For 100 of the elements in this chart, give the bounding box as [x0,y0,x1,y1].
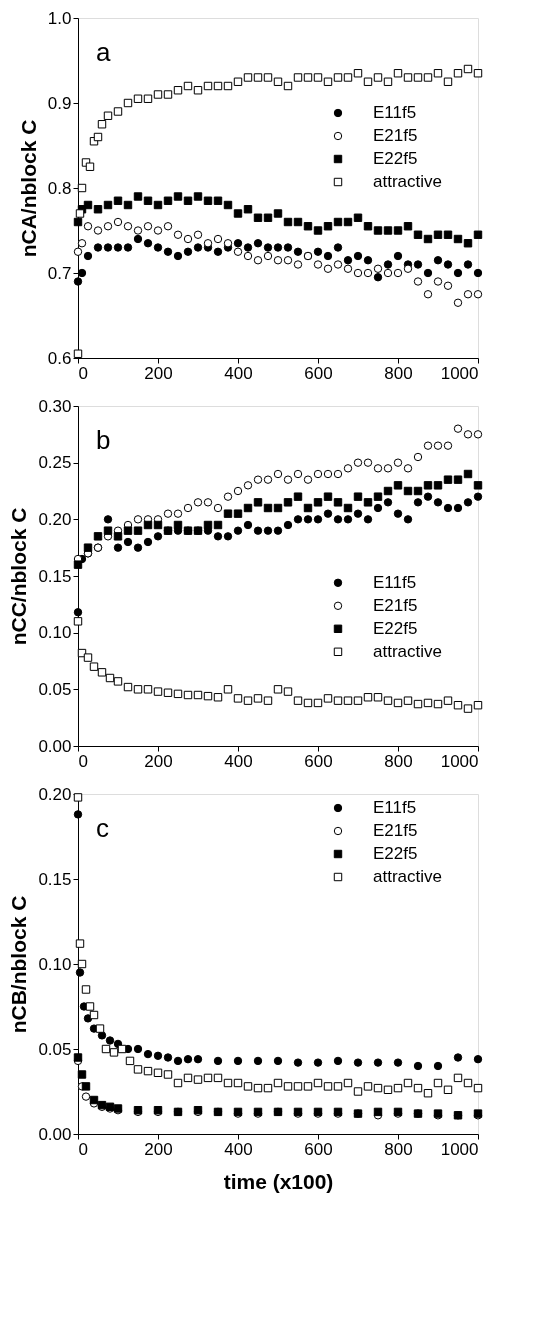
point [163,90,173,99]
point [433,699,443,709]
point [273,469,283,479]
point [243,243,253,252]
y-tick-label: 0.20 [38,784,72,804]
point [373,492,383,501]
point [303,1082,313,1091]
point [133,1065,143,1074]
point [203,81,213,91]
point [393,268,403,278]
point [113,196,123,205]
point [263,696,273,705]
point [413,452,423,462]
point [273,685,283,694]
point [313,498,323,507]
point [383,268,393,278]
y-tick-label: 0.15 [38,566,72,586]
point [103,526,113,535]
point [293,73,303,82]
point [363,1082,373,1091]
point [403,464,413,473]
point [433,277,443,286]
x-tick-label: 600 [304,363,333,383]
point [373,226,383,235]
point [363,268,373,278]
y-tick-label: 0.00 [38,736,72,756]
point [243,251,253,261]
point [363,256,373,265]
point [73,1053,83,1062]
point [423,234,433,244]
point [113,532,123,541]
point [373,464,383,473]
point [213,532,223,541]
point [303,503,313,513]
point [473,481,483,490]
point [73,277,83,286]
point [73,217,83,227]
x-tick-label: 200 [144,363,173,383]
point [89,662,99,671]
point [473,230,483,239]
point [233,247,243,256]
point [183,1055,193,1064]
point [263,475,273,484]
point [273,526,283,535]
point [403,486,413,496]
x-tick-label: 400 [224,363,253,383]
point [413,486,423,496]
point [453,503,463,513]
point [243,73,253,82]
point [253,1056,263,1066]
x-tick-label: 200 [144,751,173,771]
point [363,515,373,524]
y-tick-label: 0.10 [38,954,72,974]
point [313,260,323,269]
point [213,196,223,205]
point [413,699,423,709]
point [283,243,293,252]
point [273,243,283,252]
point [213,1056,223,1066]
point [223,239,233,248]
point [393,481,403,490]
point [283,1082,293,1091]
point [97,120,107,129]
point [243,503,253,513]
point [223,685,233,694]
point [333,217,343,227]
point [293,515,303,524]
point [433,256,443,265]
point [373,264,383,273]
point [123,98,133,108]
point [73,560,83,569]
point [423,441,433,450]
point [473,492,483,501]
point [173,520,183,530]
point [105,1036,115,1045]
point [163,509,173,518]
point [333,469,343,479]
point [463,290,473,299]
y-tick-label: 0.7 [47,263,72,283]
point [75,939,85,948]
point [283,217,293,227]
point [153,243,163,252]
point [173,509,183,518]
legend-label: E11f5 [373,103,417,122]
point [353,1087,363,1096]
point [143,94,153,103]
point [143,222,153,231]
point [363,77,373,86]
point [253,73,263,82]
point [193,243,203,252]
point [383,498,393,507]
annotation: a [96,37,111,67]
point [443,696,453,705]
point [77,183,87,193]
point [253,213,263,222]
point [283,498,293,507]
point [83,222,93,231]
point [393,69,403,78]
point [363,458,373,467]
point [293,217,303,227]
